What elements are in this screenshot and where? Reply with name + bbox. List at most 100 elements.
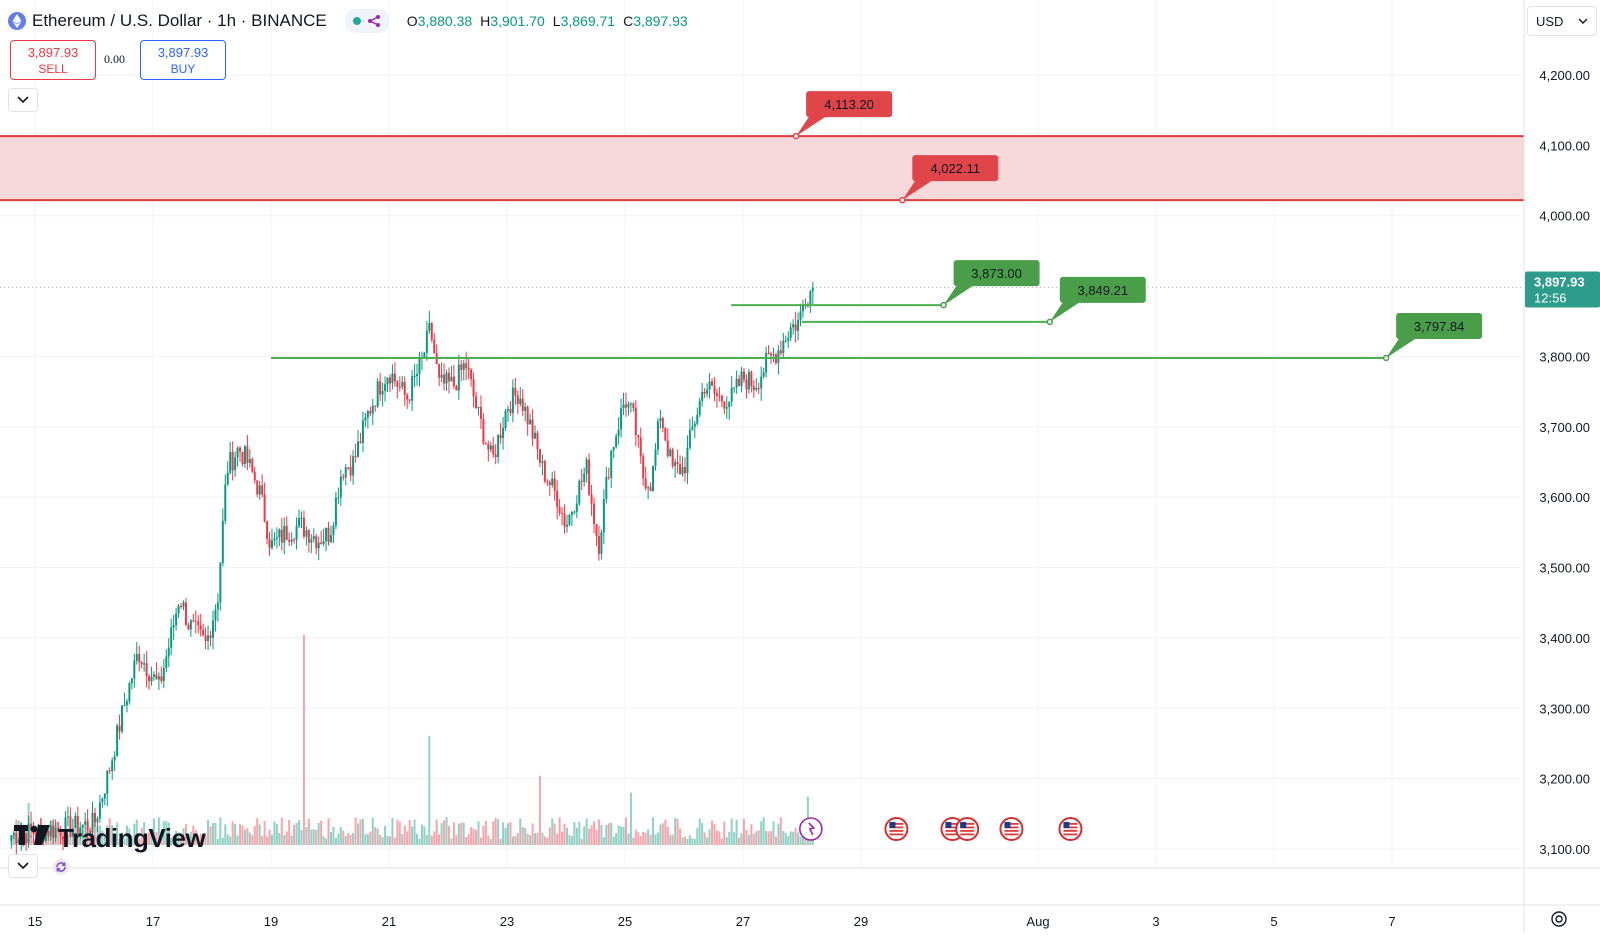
candle-body — [622, 404, 625, 409]
volume-bar — [617, 825, 620, 845]
volume-bar — [273, 821, 276, 845]
price-callouts[interactable]: 4,113.20 4,022.11 3,873.00 3,849.21 3,797.84 — [792, 91, 1483, 362]
candle-body — [425, 330, 428, 353]
sell-button[interactable]: 3,897.93 SELL — [10, 40, 96, 80]
volume-bar — [597, 819, 600, 845]
candle-body — [145, 663, 148, 677]
y-tick-label: 3,200.00 — [1539, 772, 1590, 787]
volume-bar — [300, 829, 303, 845]
volume-bar — [391, 818, 394, 845]
candle-body — [234, 457, 237, 471]
volume-bar — [703, 832, 706, 845]
volume-bar — [516, 833, 519, 845]
candle-body — [103, 793, 106, 799]
volume-bar — [361, 818, 364, 845]
candle-body — [703, 391, 706, 394]
candle-body — [691, 426, 694, 430]
candle-body — [231, 451, 234, 471]
flag-canton — [945, 822, 952, 828]
us-flag-icon[interactable] — [1058, 817, 1083, 841]
callout-label: 4,022.11 — [930, 161, 980, 176]
candle-body — [573, 511, 576, 513]
flag-ring — [999, 817, 1024, 841]
candle-body — [568, 514, 571, 525]
us-flag-icon[interactable] — [884, 817, 909, 841]
candle-body — [121, 705, 124, 732]
flag-ring — [955, 817, 980, 841]
price-callout[interactable]: 4,113.20 — [792, 91, 893, 140]
candles — [10, 281, 814, 856]
candle-body — [89, 830, 92, 833]
collapse-toggle-button[interactable] — [8, 88, 38, 112]
candle-body — [428, 322, 431, 331]
volume-bar — [187, 835, 190, 845]
currency-select[interactable]: USD — [1527, 6, 1597, 36]
candle-body — [344, 467, 347, 478]
callout-label: 3,849.21 — [1077, 283, 1128, 298]
volume-bar — [162, 821, 165, 845]
candle-body — [656, 421, 659, 450]
volume-bar — [600, 824, 603, 845]
volume-bar — [698, 818, 701, 845]
event-markers[interactable] — [799, 817, 1083, 841]
volume-bar — [435, 819, 438, 845]
candle-body — [652, 466, 655, 492]
volume-bar — [253, 825, 256, 845]
last-price-value: 3,897.93 — [1534, 275, 1585, 290]
volume-bar — [701, 822, 704, 845]
volume-bar — [482, 825, 485, 845]
candle-body — [674, 462, 677, 467]
ai-event-icon[interactable] — [799, 817, 823, 841]
volume-bar — [398, 821, 401, 845]
candle-body — [789, 327, 792, 338]
volume-bar — [101, 830, 104, 845]
candle-body — [799, 311, 802, 320]
bottom-collapse-button[interactable] — [8, 854, 38, 878]
volume-bar — [192, 825, 195, 845]
candle-body — [735, 378, 738, 388]
price-callout[interactable]: 3,849.21 — [1046, 276, 1146, 326]
volume-bar — [659, 824, 662, 845]
candle-body — [558, 507, 561, 514]
candle-body — [467, 368, 470, 370]
flag-stripe — [1004, 823, 1019, 825]
candle-body — [676, 462, 679, 465]
us-flag-icon[interactable] — [999, 817, 1024, 841]
volume-bar — [519, 818, 522, 845]
candle-body — [465, 363, 468, 369]
sync-button[interactable] — [50, 856, 72, 878]
buy-button[interactable]: 3,897.93 BUY — [140, 40, 226, 80]
volume-bar — [580, 838, 583, 845]
flag-stripe — [1063, 823, 1078, 825]
volume-bar — [354, 817, 357, 845]
x-tick-label: 27 — [736, 914, 750, 929]
volume-bar — [713, 824, 716, 845]
price-callout[interactable]: 4,022.11 — [899, 155, 999, 204]
candle-body — [624, 404, 627, 408]
flag-stripe — [945, 823, 960, 825]
volume-bar — [718, 831, 721, 845]
candle-body — [715, 393, 718, 396]
candle-body — [339, 476, 342, 498]
candle-body — [207, 635, 210, 642]
volume-bar — [140, 827, 143, 845]
us-flag-icon[interactable] — [955, 817, 980, 841]
price-callout[interactable]: 3,873.00 — [940, 260, 1040, 309]
volume-bar — [74, 829, 77, 845]
chart-settings-button[interactable] — [1548, 908, 1570, 930]
volume-bar — [339, 827, 342, 845]
volume-bar — [413, 819, 416, 845]
symbol-header[interactable]: Ethereum / U.S. Dollar · 1h · BINANCE O3… — [8, 8, 688, 34]
symbol-title[interactable]: Ethereum / U.S. Dollar · 1h · BINANCE — [32, 11, 327, 30]
volume-bar — [425, 834, 428, 845]
market-status-pill[interactable] — [344, 9, 389, 33]
candle-body — [403, 381, 406, 395]
volume-bar — [403, 825, 406, 845]
tradingview-logo[interactable]: TradingView — [14, 822, 206, 854]
volume-bar — [374, 827, 377, 845]
candle-body — [327, 527, 330, 542]
price-callout[interactable]: 3,797.84 — [1382, 312, 1483, 362]
resistance-zone-fill — [0, 136, 1524, 201]
